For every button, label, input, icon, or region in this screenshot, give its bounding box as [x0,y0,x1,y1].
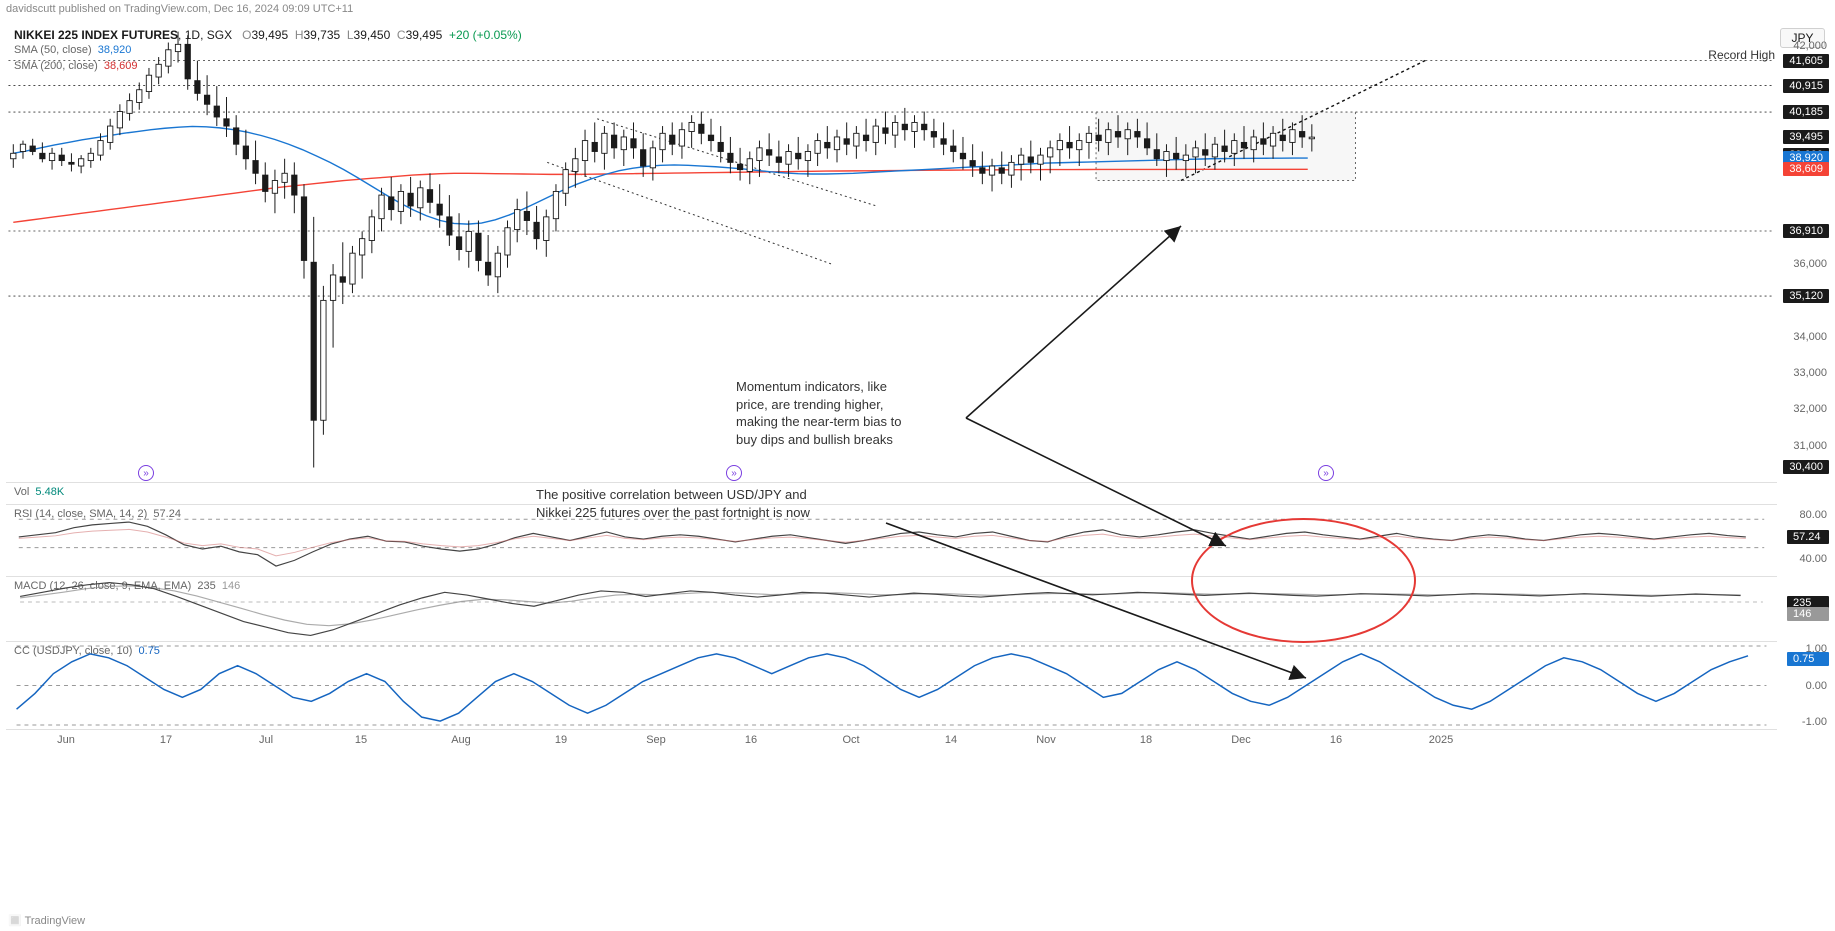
rsi-pane[interactable]: RSI (14, close, SMA, 14, 2) 57.24 80.00 … [6,505,1777,577]
macd-canvas [6,577,1777,641]
time-tick: Nov [1036,734,1056,746]
time-tick: 14 [945,734,957,746]
tradingview-logo: TradingView [8,914,85,927]
time-tick: 18 [1140,734,1152,746]
time-tick: Oct [842,734,859,746]
cc-label: CC (USDJPY, close, 10) [14,645,132,657]
rsi-badge: 57.24 [1787,530,1829,544]
cc-pane[interactable]: CC (USDJPY, close, 10) 0.75 1.00 0.75 0.… [6,642,1777,730]
cc-badge: 0.75 [1787,652,1829,666]
quarter-icon [138,465,154,481]
rsi-canvas [6,505,1777,576]
time-tick: Jun [57,734,75,746]
time-tick: 16 [1330,734,1342,746]
price-pane[interactable]: Record High Momentum indicators, likepri… [6,28,1777,483]
annotation-momentum: Momentum indicators, likeprice, are tren… [736,378,946,448]
time-tick: 17 [160,734,172,746]
vol-label: Vol [14,486,29,498]
time-tick: Dec [1231,734,1251,746]
time-tick: Jul [259,734,273,746]
macd-v1: 235 [197,580,215,592]
time-tick: 16 [745,734,757,746]
macd-badge2: 146 [1787,607,1829,621]
time-tick: Sep [646,734,666,746]
highlight-ellipse-icon [1191,518,1416,643]
chart-area: NIKKEI 225 INDEX FUTURES, 1D, SGX O39,49… [6,28,1777,891]
macd-pane[interactable]: MACD (12, 26, close, 9, EMA, EMA) 235 14… [6,577,1777,642]
cc-canvas [6,642,1777,729]
time-tick: Aug [451,734,471,746]
time-tick: 2025 [1429,734,1453,746]
publish-header: davidscutt published on TradingView.com,… [6,3,353,15]
price-y-axis: 41,60540,91540,18539,49539,00038,92038,6… [1781,28,1829,482]
quarter-icon [1318,465,1334,481]
macd-v2: 146 [222,580,240,592]
macd-label: MACD (12, 26, close, 9, EMA, EMA) [14,580,191,592]
vol-value: 5.48K [35,486,64,498]
quarter-icon [726,465,742,481]
cc-value: 0.75 [139,645,160,657]
rsi-value: 57.24 [153,508,181,520]
time-tick: 19 [555,734,567,746]
time-tick: 15 [355,734,367,746]
time-axis: Jun 17 Jul 15 Aug 19 Sep 16 Oct 14 Nov 18 Dec 16 2025 [6,730,1777,752]
rsi-label: RSI (14, close, SMA, 14, 2) [14,508,147,520]
record-high-label: Record High [1708,48,1775,62]
volume-pane[interactable]: Vol 5.48K The positive correlation betwe… [6,483,1777,505]
